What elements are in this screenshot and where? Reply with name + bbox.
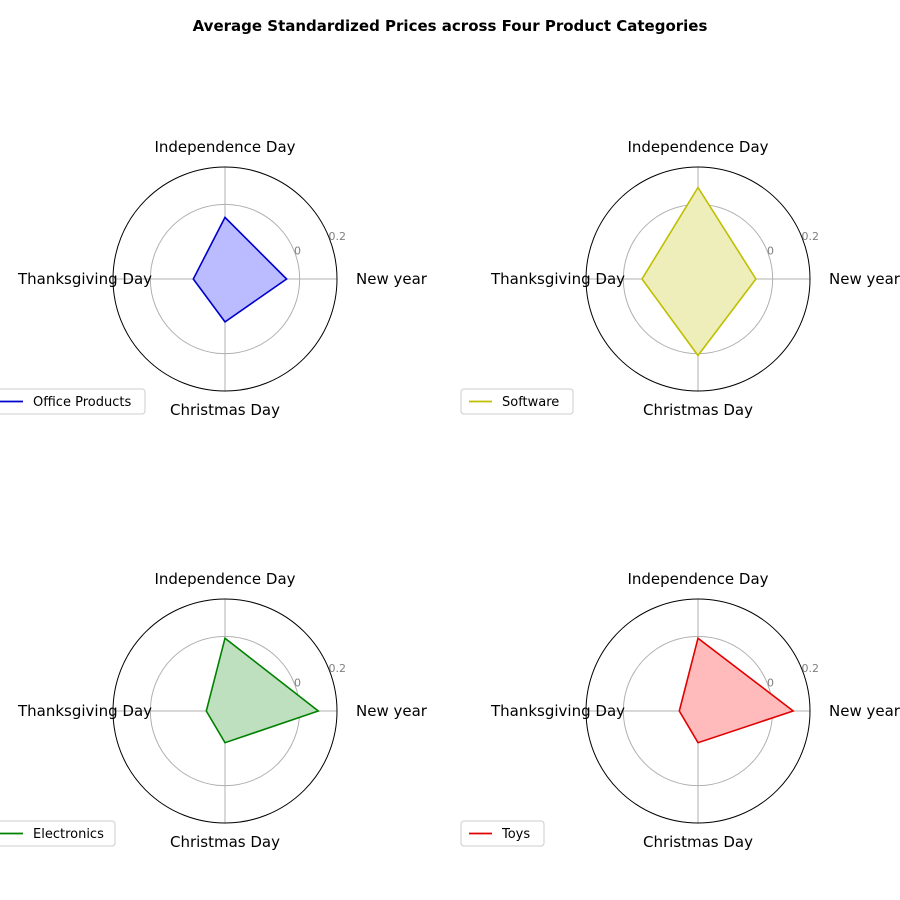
series-line xyxy=(641,185,757,357)
polar-spine xyxy=(585,166,811,392)
category-label: New year xyxy=(829,702,900,720)
category-label: Independence Day xyxy=(627,138,768,156)
legend-label: Office Products xyxy=(33,395,131,410)
legend-label: Toys xyxy=(501,827,530,842)
series-area xyxy=(679,638,794,743)
radial-tick-label: 0.2 xyxy=(801,230,819,243)
series-line xyxy=(678,636,795,744)
legend-label: Electronics xyxy=(33,827,104,842)
category-label: Thanksgiving Day xyxy=(17,270,152,288)
radial-tick-label: 0 xyxy=(767,244,774,257)
category-label: Christmas Day xyxy=(170,833,280,851)
legend: Office Products xyxy=(0,388,146,415)
radial-tick-label: 0 xyxy=(294,676,301,689)
circular-gridline xyxy=(149,203,301,355)
legend-box xyxy=(0,820,116,847)
category-label: Independence Day xyxy=(627,570,768,588)
radial-tick-label: 0.2 xyxy=(328,662,346,675)
legend: Software xyxy=(460,388,574,415)
polar-spine xyxy=(585,598,811,824)
category-label: New year xyxy=(356,270,428,288)
category-label: Independence Day xyxy=(154,138,295,156)
legend-label: Software xyxy=(502,395,559,410)
series-line xyxy=(192,216,288,324)
radial-tick-label: 0.2 xyxy=(801,662,819,675)
category-label: Independence Day xyxy=(154,570,295,588)
series-line xyxy=(205,636,320,744)
polar-spine xyxy=(112,166,338,392)
polar-spine xyxy=(112,598,338,824)
legend-box xyxy=(460,388,574,415)
legend: Electronics xyxy=(0,820,116,847)
category-label: Christmas Day xyxy=(643,833,753,851)
series-area xyxy=(642,187,756,356)
category-label: Thanksgiving Day xyxy=(490,702,625,720)
series-area xyxy=(193,217,287,322)
radial-tick-label: 0.2 xyxy=(328,230,346,243)
category-label: Thanksgiving Day xyxy=(490,270,625,288)
radial-tick-label: 0 xyxy=(767,676,774,689)
legend-box xyxy=(460,820,545,847)
series-area xyxy=(206,638,319,743)
category-label: Christmas Day xyxy=(170,401,280,419)
legend: Toys xyxy=(460,820,545,847)
chart-title: Average Standardized Prices across Four … xyxy=(193,17,708,35)
category-label: Christmas Day xyxy=(643,401,753,419)
category-label: Thanksgiving Day xyxy=(17,702,152,720)
legend-box xyxy=(0,388,146,415)
category-label: New year xyxy=(829,270,900,288)
radial-tick-label: 0 xyxy=(294,244,301,257)
category-label: New year xyxy=(356,702,428,720)
